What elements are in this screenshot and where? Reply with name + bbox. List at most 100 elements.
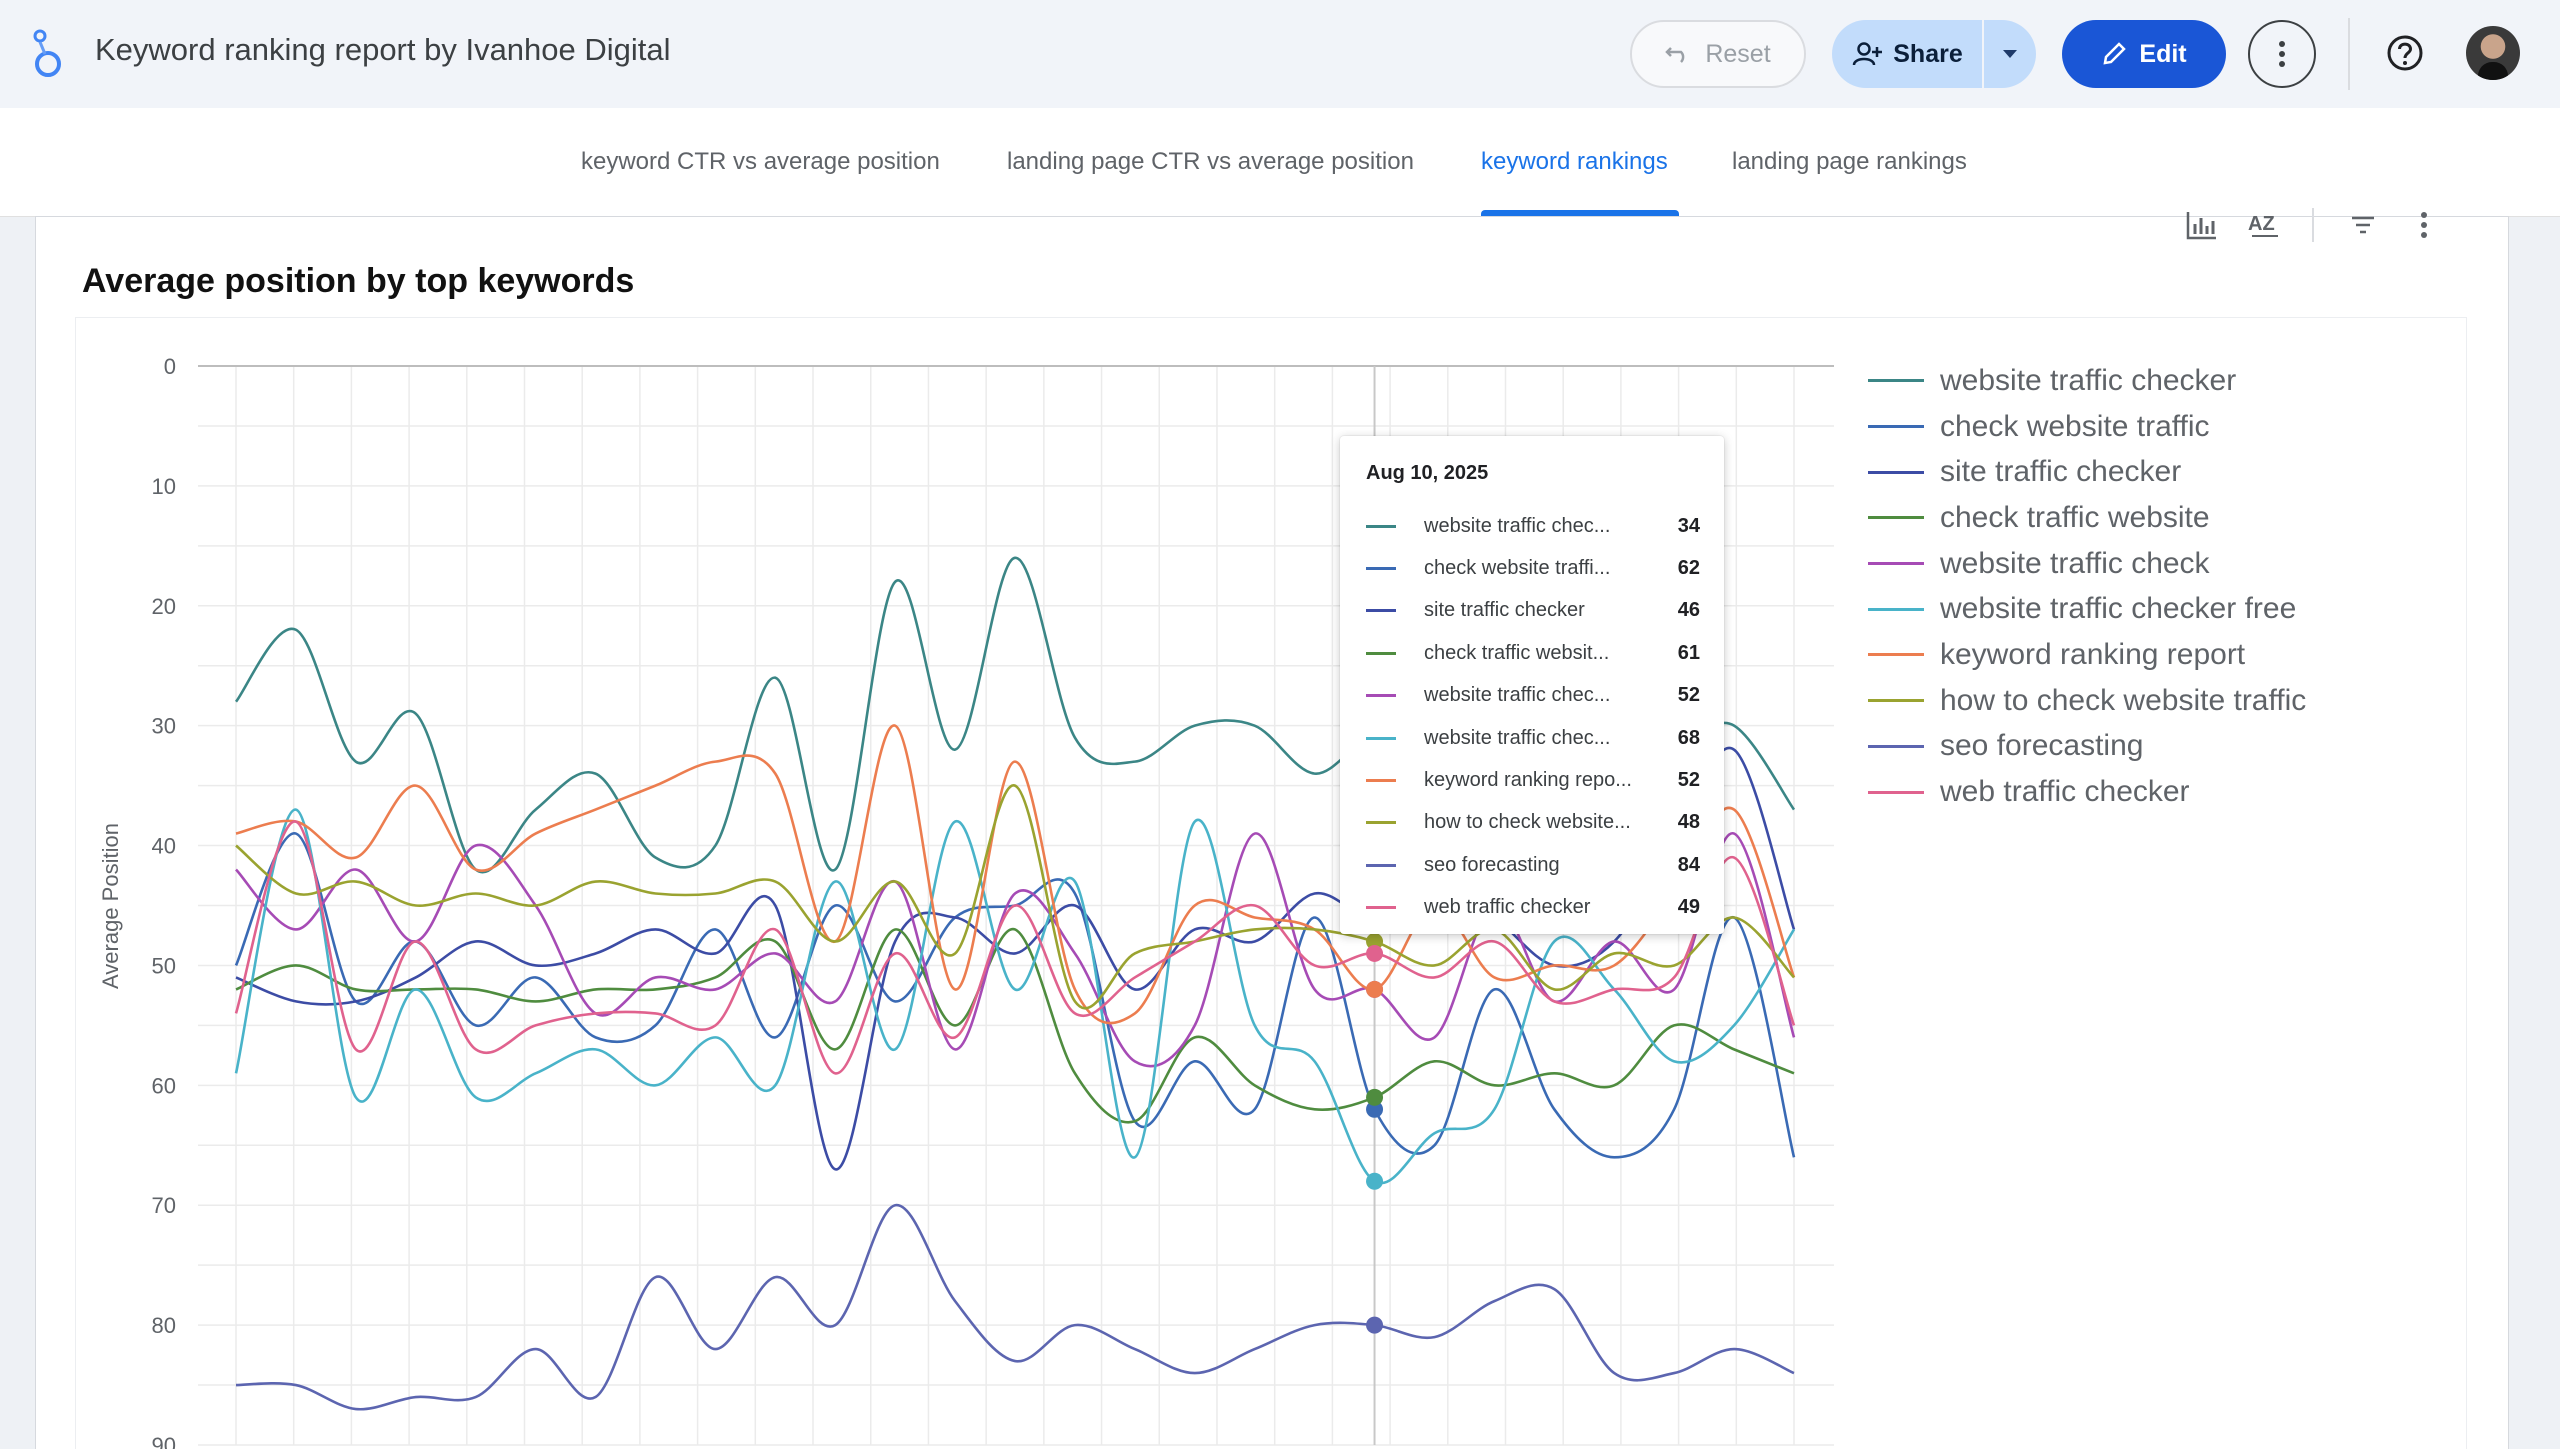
chart-toolbar: AZ — [2186, 208, 2428, 242]
tooltip-label: website traffic chec... — [1424, 684, 1611, 707]
edit-button[interactable]: Edit — [2062, 20, 2226, 88]
tooltip-swatch — [1366, 906, 1396, 910]
undo-icon — [1665, 47, 1685, 63]
tooltip-swatch — [1366, 779, 1396, 783]
tooltip-value: 68 — [1677, 726, 1700, 749]
y-tick-label: 10 — [152, 474, 176, 499]
chart-title: Average position by top keywords — [82, 262, 635, 300]
avatar[interactable] — [2466, 26, 2520, 80]
tooltip-label: keyword ranking repo... — [1424, 769, 1632, 792]
y-tick-label: 0 — [164, 354, 176, 379]
toolbar-divider — [2312, 208, 2314, 242]
y-tick-label: 70 — [152, 1193, 176, 1218]
legend-label: web traffic checker — [1940, 775, 2190, 809]
legend-label: website traffic check — [1940, 546, 2210, 580]
legend-label: website traffic checker free — [1940, 592, 2297, 626]
tooltip-value: 61 — [1677, 641, 1700, 664]
legend-item[interactable]: web traffic checker — [1868, 769, 2306, 815]
series-line-check-traffic-website — [235, 928, 1795, 1124]
y-axis-label: Average Position — [98, 823, 123, 989]
legend-swatch — [1868, 425, 1924, 429]
share-button[interactable]: Share — [1832, 20, 1982, 88]
legend-item[interactable]: website traffic checker — [1868, 358, 2306, 404]
legend-item[interactable]: website traffic checker free — [1868, 586, 2306, 632]
tooltip-value: 46 — [1677, 599, 1700, 622]
tooltip-label: website traffic chec... — [1424, 514, 1611, 537]
tooltip-label: seo forecasting — [1424, 853, 1560, 876]
sort-icon[interactable]: AZ — [2248, 210, 2282, 240]
report-title[interactable]: Keyword ranking report by Ivanhoe Digita… — [95, 32, 671, 67]
help-icon[interactable] — [2386, 34, 2424, 72]
tooltip-date: Aug 10, 2025 — [1366, 462, 1489, 484]
tooltip-row: check website traffi... 62 — [1366, 547, 1700, 589]
legend-item[interactable]: site traffic checker — [1868, 449, 2306, 495]
tooltip-swatch — [1366, 736, 1396, 740]
y-tick-label: 80 — [152, 1313, 176, 1338]
data-point — [1366, 1088, 1384, 1106]
series-line-web-traffic-checker — [234, 820, 1796, 1075]
chart-tooltip: Aug 10, 2025 website traffic chec... 34 ch… — [1340, 436, 1724, 934]
more-vert-icon[interactable] — [2420, 211, 2428, 239]
legend-swatch — [1868, 607, 1924, 611]
tooltip-value: 84 — [1677, 853, 1700, 876]
edit-label: Edit — [2139, 39, 2187, 68]
y-tick-label: 50 — [152, 953, 176, 978]
tooltip-swatch — [1366, 863, 1396, 867]
tooltip-value: 62 — [1677, 557, 1700, 580]
legend-item[interactable]: website traffic check — [1868, 541, 2306, 587]
legend-item[interactable]: check website traffic — [1868, 404, 2306, 450]
tab-landing-page-ctr[interactable]: landing page CTR vs average position — [1007, 148, 1414, 175]
data-point — [1366, 932, 1384, 950]
y-tick-label: 20 — [152, 594, 176, 619]
y-tick-label: 90 — [152, 1433, 176, 1449]
pencil-icon — [2103, 42, 2127, 65]
legend-swatch — [1868, 653, 1924, 657]
legend-label: check traffic website — [1940, 500, 2210, 534]
legend-item[interactable]: seo forecasting — [1868, 724, 2306, 770]
legend-swatch — [1868, 470, 1924, 474]
tab-landing-page-rankings[interactable]: landing page rankings — [1732, 148, 1967, 175]
tooltip-value: 49 — [1677, 896, 1700, 919]
legend-item[interactable]: how to check website traffic — [1868, 678, 2306, 724]
tooltip-swatch — [1366, 567, 1396, 571]
data-point — [1366, 1100, 1384, 1118]
header-divider — [2348, 18, 2350, 90]
tooltip-row: website traffic chec... 34 — [1366, 505, 1700, 547]
tooltip-swatch — [1366, 609, 1396, 613]
tooltip-row: seo forecasting 84 — [1366, 844, 1700, 886]
tab-keyword-rankings[interactable]: keyword rankings — [1481, 148, 1668, 175]
more-options-button[interactable] — [2248, 20, 2316, 88]
active-tab-indicator — [1481, 210, 1679, 216]
filter-icon[interactable] — [2350, 215, 2376, 235]
tooltip-swatch — [1366, 651, 1396, 655]
tooltip-row: website traffic chec... 52 — [1366, 675, 1700, 717]
tooltip-value: 52 — [1677, 684, 1700, 707]
legend-label: how to check website traffic — [1940, 683, 2307, 717]
chart-icon[interactable] — [2186, 210, 2218, 240]
tooltip-row: site traffic checker 46 — [1366, 590, 1700, 632]
legend-swatch — [1868, 379, 1924, 383]
tooltip-label: website traffic chec... — [1424, 726, 1611, 749]
legend-swatch — [1868, 516, 1924, 520]
legend-item[interactable]: check traffic website — [1868, 495, 2306, 541]
tooltip-row: how to check website... 48 — [1366, 802, 1700, 844]
legend-swatch — [1868, 744, 1924, 748]
tooltip-label: check traffic websit... — [1424, 641, 1610, 664]
looker-studio-logo-icon[interactable] — [28, 28, 68, 80]
tooltip-row: web traffic checker 49 — [1366, 887, 1700, 929]
svg-text:AZ: AZ — [2248, 213, 2275, 235]
tooltip-swatch — [1366, 821, 1396, 825]
data-point — [1366, 980, 1384, 998]
series-line-seo-forecasting — [235, 1203, 1795, 1411]
tooltip-label: check website traffi... — [1424, 557, 1611, 580]
tooltip-row: keyword ranking repo... 52 — [1366, 759, 1700, 801]
legend-swatch — [1868, 562, 1924, 566]
share-label: Share — [1893, 39, 1963, 68]
tooltip-rows: website traffic chec... 34 check website t… — [1366, 505, 1700, 929]
legend-label: check website traffic — [1940, 409, 2210, 443]
reset-button[interactable]: Reset — [1630, 20, 1806, 88]
tooltip-label: web traffic checker — [1424, 896, 1591, 919]
share-options-button[interactable] — [1984, 20, 2036, 88]
legend-item[interactable]: keyword ranking report — [1868, 632, 2306, 678]
tab-keyword-ctr[interactable]: keyword CTR vs average position — [581, 148, 940, 175]
